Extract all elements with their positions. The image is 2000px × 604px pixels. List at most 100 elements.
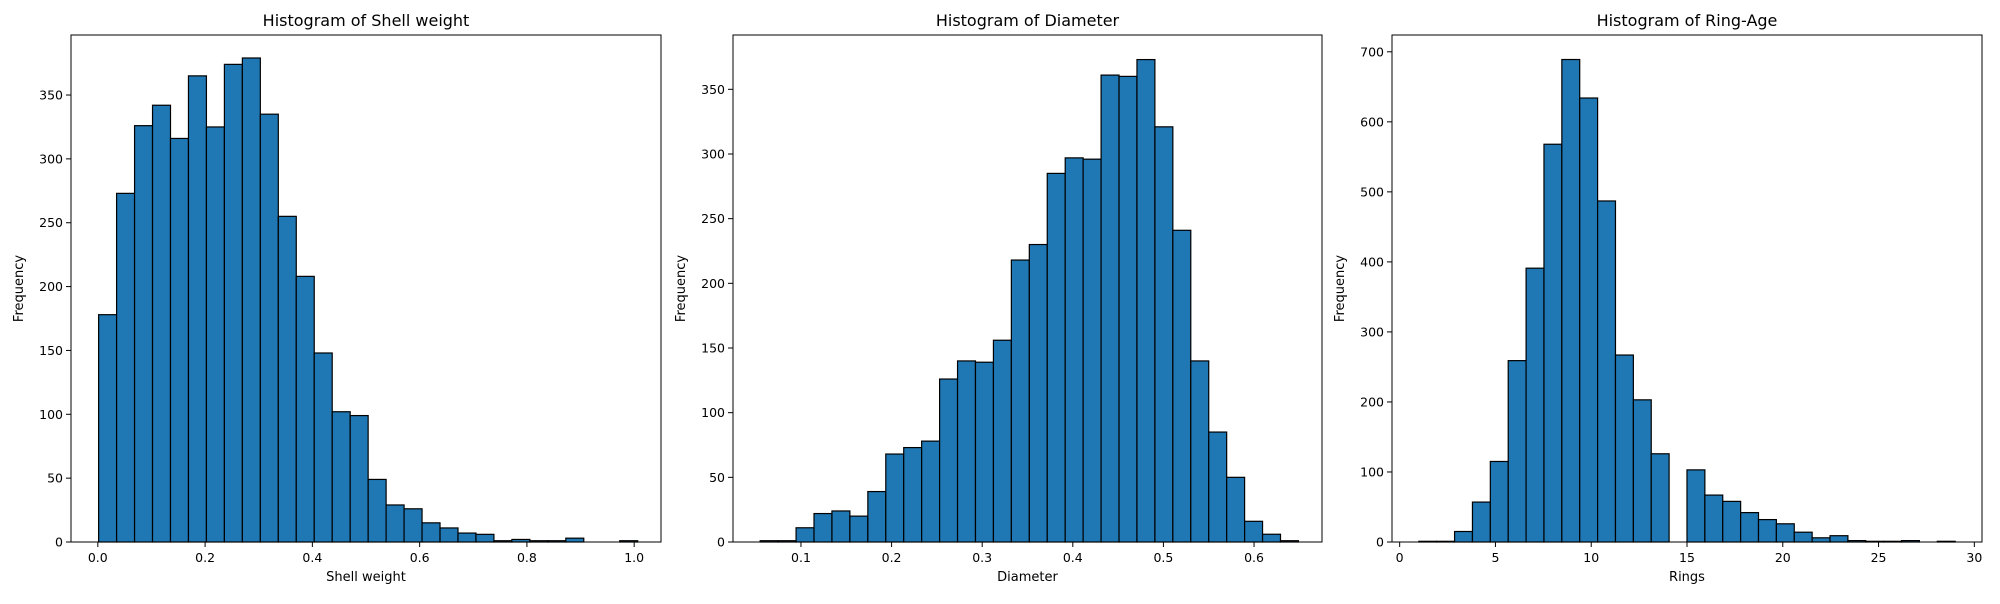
x-tick-label: 0.0 — [88, 550, 108, 565]
histogram-bar — [403, 508, 423, 543]
histogram-bar — [1244, 520, 1264, 543]
histogram-bar — [1740, 511, 1760, 543]
y-tick-label: 700 — [1360, 44, 1384, 59]
y-tick-label: 100 — [1360, 464, 1384, 479]
histogram-bar — [903, 446, 923, 543]
histogram-bar — [187, 75, 208, 543]
histogram-bar — [1650, 453, 1670, 543]
histogram-bar — [1118, 75, 1138, 543]
y-axis-ticks: 0 50 100 150 200 250 300 350 — [701, 82, 733, 550]
histogram-bar — [1614, 354, 1634, 543]
histogram-bar — [385, 504, 405, 543]
histogram-bar — [349, 414, 369, 543]
x-tick-label: 1.0 — [624, 550, 644, 565]
x-tick-label: 0.4 — [302, 550, 322, 565]
histogram-bar — [992, 339, 1012, 543]
y-tick-label: 0 — [717, 535, 725, 550]
histogram-bar — [331, 411, 351, 543]
histogram-bar — [938, 378, 959, 543]
x-axis-label: Shell weight — [326, 570, 406, 585]
x-tick-label: 0.8 — [517, 550, 537, 565]
histogram-bar — [1226, 476, 1246, 543]
y-tick-label: 400 — [1360, 254, 1384, 269]
chart-title: Histogram of Diameter — [936, 11, 1120, 30]
y-tick-label: 150 — [39, 343, 63, 358]
histogram-bar — [1596, 200, 1617, 543]
y-tick-label: 200 — [1360, 394, 1384, 409]
y-axis-label: Frequency — [12, 255, 27, 322]
x-axis-label: Rings — [1669, 570, 1705, 585]
histogram-bar — [1082, 158, 1102, 543]
histogram-bar — [1829, 535, 1849, 543]
x-axis-ticks: 0.0 0.2 0.4 0.6 0.8 1.0 — [88, 542, 644, 565]
histogram-bar — [831, 510, 851, 543]
x-axis-label: Diameter — [997, 570, 1058, 585]
histogram-bar — [1261, 533, 1282, 543]
histogram-bar — [1190, 360, 1210, 543]
y-axis-ticks: 0 100 200 300 400 500 600 700 — [1360, 44, 1392, 550]
histogram-bar — [313, 352, 333, 543]
histogram-bar — [795, 527, 815, 543]
x-tick-label: 30 — [1966, 550, 1982, 565]
histogram-bar — [1525, 267, 1545, 543]
histogram-bar — [1489, 460, 1509, 543]
histogram-bar — [1028, 243, 1048, 543]
histogram-bar — [813, 512, 833, 543]
histogram-panel-0: 0.0 0.2 0.4 0.6 0.8 1.0 0 50 100 150 200 250 300 350 H… — [12, 11, 662, 585]
y-tick-label: 350 — [701, 82, 725, 97]
x-tick-label: 15 — [1679, 550, 1695, 565]
y-tick-label: 300 — [39, 151, 63, 166]
histogram-bar — [367, 478, 387, 543]
histogram-bar — [885, 453, 905, 543]
histogram-bar — [1579, 97, 1599, 543]
histogram-bar — [457, 532, 477, 543]
y-axis-label: Frequency — [1333, 255, 1348, 322]
y-axis-ticks: 0 50 100 150 200 250 300 350 — [39, 88, 71, 550]
histogram-bar — [1064, 157, 1084, 543]
x-tick-label: 0.6 — [410, 550, 430, 565]
y-tick-label: 100 — [39, 407, 63, 422]
x-tick-label: 0.2 — [195, 550, 215, 565]
y-tick-label: 500 — [1360, 184, 1384, 199]
histogram-bar — [133, 125, 154, 543]
histogram-bar — [1046, 172, 1066, 543]
y-tick-label: 50 — [709, 470, 725, 485]
chart-title: Histogram of Ring-Age — [1597, 11, 1778, 30]
plot-frame — [1391, 34, 1983, 543]
histogram-bar — [205, 126, 225, 543]
histogram-bar — [1543, 143, 1563, 543]
y-tick-label: 0 — [1376, 535, 1384, 550]
histogram-bar — [1453, 530, 1474, 543]
chart-title: Histogram of Shell weight — [263, 11, 470, 30]
x-tick-label: 0.4 — [1063, 550, 1083, 565]
x-tick-label: 25 — [1871, 550, 1887, 565]
histogram-bar — [1811, 537, 1831, 543]
histogram-bar — [1704, 494, 1724, 543]
histogram-bar — [1010, 259, 1030, 543]
histogram-bar — [1722, 500, 1742, 543]
histogram-bar — [1136, 58, 1156, 543]
histogram-bar — [1154, 126, 1174, 543]
x-tick-label: 0.5 — [1153, 550, 1173, 565]
y-tick-label: 350 — [39, 88, 63, 103]
x-tick-label: 0.6 — [1244, 550, 1264, 565]
histogram-bar — [169, 137, 190, 543]
histogram-bar — [974, 361, 995, 543]
histogram-bar — [921, 440, 941, 543]
histogram-panel-2: 0 5 10 15 20 25 300100200300400500600700Histog… — [1333, 11, 1983, 585]
histogram-bar — [439, 527, 459, 543]
y-tick-label: 200 — [39, 279, 63, 294]
histogram-bar — [1757, 518, 1777, 543]
histogram-bar — [421, 522, 441, 543]
x-tick-label: 10 — [1583, 550, 1599, 565]
x-tick-label: 0.2 — [882, 550, 902, 565]
y-tick-label: 150 — [701, 340, 725, 355]
y-tick-label: 0 — [55, 535, 63, 550]
histogram-bar — [1686, 469, 1706, 543]
y-tick-label: 200 — [701, 276, 725, 291]
x-axis-ticks: 0 5 10 15 20 25 30 — [1396, 542, 1982, 565]
histogram-bar — [259, 113, 279, 543]
histogram-bar — [475, 533, 495, 543]
histogram-bar — [295, 275, 315, 543]
